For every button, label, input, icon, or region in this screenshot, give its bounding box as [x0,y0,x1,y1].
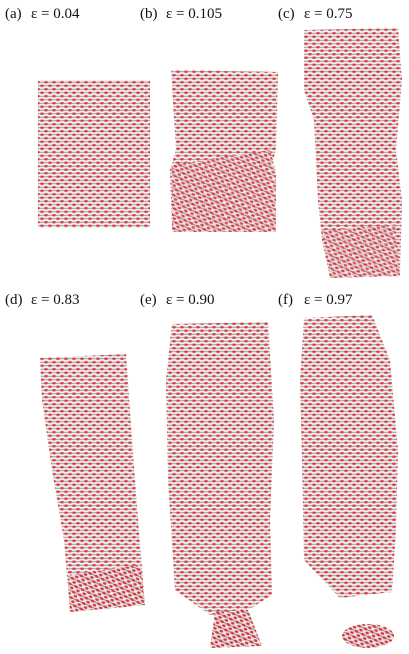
lattice [166,322,274,615]
panel-strain: ε = 0.97 [304,292,353,308]
panel-label: (f) [278,292,293,308]
panel-strain: ε = 0.04 [31,6,80,22]
lattice-defect [210,610,262,648]
panel-strain: ε = 0.83 [31,292,80,308]
figure: (a) ε = 0.04 (b) ε = 0.105 (c) ε = 0.75 (d) ε =… [0,0,409,654]
lattice-fragment [342,624,394,648]
lattice [300,315,398,598]
panel-label: (b) [140,6,158,22]
panel-label: (e) [140,292,157,308]
lattice [38,80,150,228]
panel-label: (d) [5,292,23,308]
panel-label: (a) [5,6,22,22]
lattice-defect [322,225,400,278]
panel-label: (c) [278,6,295,22]
panel-strain: ε = 0.105 [166,6,222,22]
panel-strain: ε = 0.75 [304,6,353,22]
panel-strain: ε = 0.90 [166,292,215,308]
